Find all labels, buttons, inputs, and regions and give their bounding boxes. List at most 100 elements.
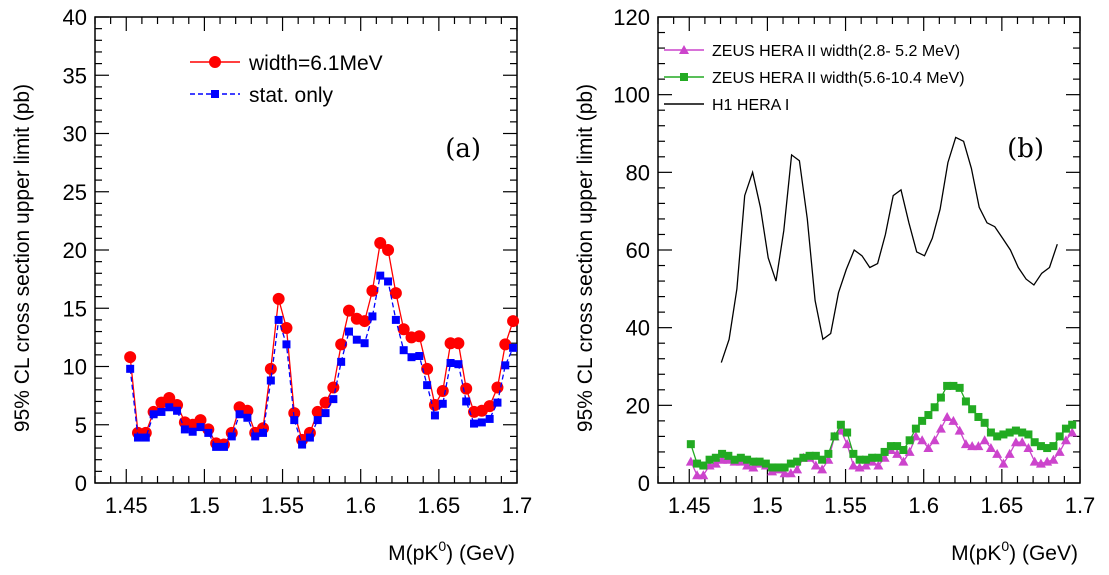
data-point-1 [711, 453, 720, 462]
data-point-0 [692, 470, 703, 480]
data-point-0 [898, 456, 909, 466]
data-point-1 [384, 277, 393, 286]
x-axis-label: M(pK0) (GeV) [951, 538, 1078, 565]
legend-label-2: H1 HERA I [712, 97, 789, 114]
data-point-0 [264, 362, 277, 375]
data-point-1 [446, 359, 455, 368]
data-point-1 [501, 361, 510, 370]
data-point-0 [335, 338, 348, 351]
data-point-0 [817, 464, 828, 474]
chart-panel-b: 0 20 40 60 80 100 120 1.45 1.5 1.55 1.6 1.65 1.7 95% … [574, 5, 1095, 565]
data-point-0 [1017, 437, 1028, 447]
data-point-1 [305, 433, 314, 442]
y-tick-label: 0 [638, 471, 650, 496]
data-point-1 [761, 459, 770, 468]
data-point-0 [710, 458, 721, 468]
data-point-0 [1023, 443, 1034, 453]
data-point-1 [824, 449, 833, 458]
data-point-1 [1036, 442, 1045, 451]
data-point-1 [936, 393, 945, 402]
data-point-0 [929, 435, 940, 445]
legend-marker-0 [679, 45, 689, 54]
data-point-1 [818, 455, 827, 464]
legend-label-1: stat. only [249, 84, 334, 107]
data-point-1 [485, 414, 494, 423]
data-point-0 [810, 460, 821, 470]
series-line-2 [720, 136, 1058, 363]
data-point-1 [157, 407, 166, 416]
data-point-1 [768, 463, 777, 472]
data-point-1 [454, 360, 463, 369]
data-point-1 [368, 312, 377, 321]
data-point-1 [290, 416, 299, 425]
data-point-0 [460, 382, 473, 395]
data-point-1 [799, 453, 808, 462]
data-point-1 [376, 271, 385, 280]
data-point-1 [893, 442, 902, 451]
data-point-1 [180, 425, 189, 434]
data-point-1 [1030, 438, 1039, 447]
data-point-1 [188, 427, 197, 436]
data-point-1 [786, 459, 795, 468]
data-point-1 [165, 403, 174, 412]
data-point-0 [973, 441, 984, 451]
data-point-0 [1010, 437, 1021, 447]
data-point-1 [243, 413, 252, 422]
chart-panel-a: 0 5 10 15 20 25 30 35 40 1.45 1.5 1.55 1.6 1.65 1.7 95%… [11, 5, 532, 565]
data-point-1 [718, 449, 727, 458]
data-point-1 [1011, 426, 1020, 435]
data-point-1 [874, 453, 883, 462]
data-point-1 [880, 447, 889, 456]
data-point-0 [507, 315, 520, 328]
data-point-1 [352, 335, 361, 344]
data-point-0 [842, 439, 853, 449]
x-tick-label: 1.45 [105, 493, 148, 518]
data-point-1 [266, 376, 275, 385]
data-point-0 [1054, 446, 1065, 456]
data-point-1 [961, 397, 970, 406]
data-point-0 [698, 470, 709, 480]
data-point-1 [930, 403, 939, 412]
data-point-0 [860, 460, 871, 470]
data-point-1 [968, 405, 977, 414]
x-tick-label: 1.6 [345, 493, 376, 518]
y-tick-label: 5 [75, 413, 87, 438]
data-point-0 [985, 443, 996, 453]
data-point-0 [848, 460, 859, 470]
data-point-1 [470, 419, 479, 428]
x-axis-label: M(pK0) (GeV) [388, 538, 515, 565]
data-point-1 [868, 453, 877, 462]
data-point-0 [923, 443, 934, 453]
data-point-0 [1067, 427, 1078, 437]
data-point-0 [342, 304, 355, 317]
y-tick-label: 20 [626, 393, 650, 418]
data-point-0 [452, 337, 465, 350]
data-point-1 [196, 423, 205, 432]
data-point-1 [749, 457, 758, 466]
data-point-1 [126, 364, 135, 373]
data-point-1 [204, 428, 213, 437]
data-point-1 [849, 449, 858, 458]
legend-marker-0 [209, 56, 221, 68]
data-point-1 [999, 430, 1008, 439]
data-point-1 [423, 381, 432, 390]
data-point-1 [399, 346, 408, 355]
series-group [685, 136, 1078, 480]
data-point-0 [935, 423, 946, 433]
data-point-0 [873, 460, 884, 470]
data-point-1 [811, 451, 820, 460]
data-point-0 [948, 415, 959, 425]
legend-label-0: width=6.1MeV [248, 52, 383, 75]
data-point-1 [430, 411, 439, 420]
data-point-1 [861, 455, 870, 464]
data-point-0 [748, 462, 759, 472]
data-point-0 [742, 460, 753, 470]
data-point-1 [830, 432, 839, 441]
data-point-1 [918, 416, 927, 425]
data-point-1 [1043, 444, 1052, 453]
data-point-0 [992, 448, 1003, 458]
x-tick-label: 1.7 [502, 493, 533, 518]
data-point-1 [133, 433, 142, 442]
data-point-1 [235, 410, 244, 419]
data-point-1 [493, 398, 502, 407]
